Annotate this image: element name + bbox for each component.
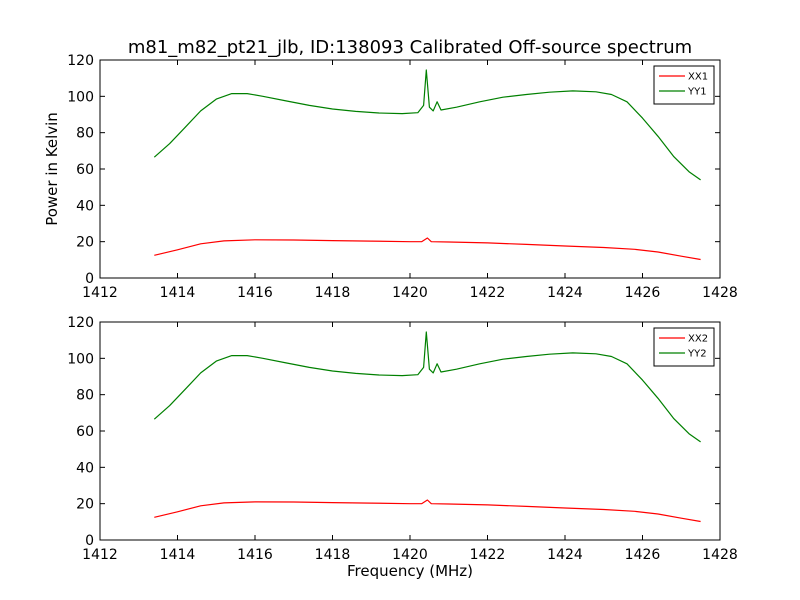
x-tick-label: 1424: [547, 547, 583, 563]
series-line-xx1: [154, 237, 701, 261]
x-tick-label: 1414: [160, 547, 196, 563]
y-tick-label: 20: [76, 497, 94, 513]
x-tick-label: 1416: [237, 547, 273, 563]
x-tick-label: 1428: [702, 547, 738, 563]
x-tick-label: 1424: [547, 285, 583, 301]
top-plot-area: 1412 1414 1416 1418 1420 1422 1424 1426 1428 0 20 4…: [67, 53, 738, 301]
legend-entry-yy1: YY1: [687, 87, 707, 98]
y-tick-label: 80: [76, 126, 94, 142]
x-tick-label: 1420: [392, 547, 428, 563]
y-tick-label: 40: [76, 460, 94, 476]
x-tick-label: 1428: [702, 285, 738, 301]
chart-title: m81_m82_pt21_jlb, ID:138093 Calibrated O…: [128, 37, 692, 58]
series-line-xx2: [154, 499, 701, 523]
series-line-yy2: [153, 331, 701, 443]
legend-entry-xx2: XX2: [688, 334, 708, 345]
bottom-spectrum-panel: Frequency (MHz) 1412 1414 1416 1418 1420 1422…: [67, 315, 738, 580]
y-tick-label: 40: [76, 198, 94, 214]
y-tick-label: 0: [85, 533, 94, 549]
legend-box: [653, 65, 715, 105]
x-tick-label: 1418: [315, 285, 351, 301]
y-tick-label: 120: [67, 315, 94, 331]
y-tick-label: 20: [76, 235, 94, 251]
x-tick-label: 1426: [625, 285, 661, 301]
y-tick-label: 60: [76, 424, 94, 440]
y-tick-label: 80: [76, 388, 94, 404]
x-tick-label: 1426: [625, 547, 661, 563]
y-axis-label: Power in Kelvin: [43, 112, 61, 226]
top-spectrum-panel: m81_m82_pt21_jlb, ID:138093 Calibrated O…: [43, 37, 738, 301]
x-tick-label: 1418: [315, 547, 351, 563]
y-tick-label: 60: [76, 162, 94, 178]
x-tick-label: 1422: [470, 547, 506, 563]
x-tick-label: 1416: [237, 285, 273, 301]
y-tick-label: 0: [85, 271, 94, 287]
x-tick-label: 1412: [82, 285, 118, 301]
series-line-yy1: [153, 69, 701, 181]
x-tick-label: 1420: [392, 285, 428, 301]
x-tick-label: 1422: [470, 285, 506, 301]
x-tick-label: 1412: [82, 547, 118, 563]
x-axis-label: Frequency (MHz): [347, 562, 473, 580]
y-tick-label: 100: [67, 89, 94, 105]
x-tick-label: 1414: [160, 285, 196, 301]
y-tick-label: 120: [67, 53, 94, 69]
y-tick-label: 100: [67, 351, 94, 367]
legend-entry-yy2: YY2: [687, 349, 707, 360]
bottom-plot-area: 1412 1414 1416 1418 1420 1422 1424 1426 1428 0 20 4…: [67, 315, 738, 563]
legend-box: [653, 327, 715, 367]
legend-entry-xx1: XX1: [688, 72, 708, 83]
